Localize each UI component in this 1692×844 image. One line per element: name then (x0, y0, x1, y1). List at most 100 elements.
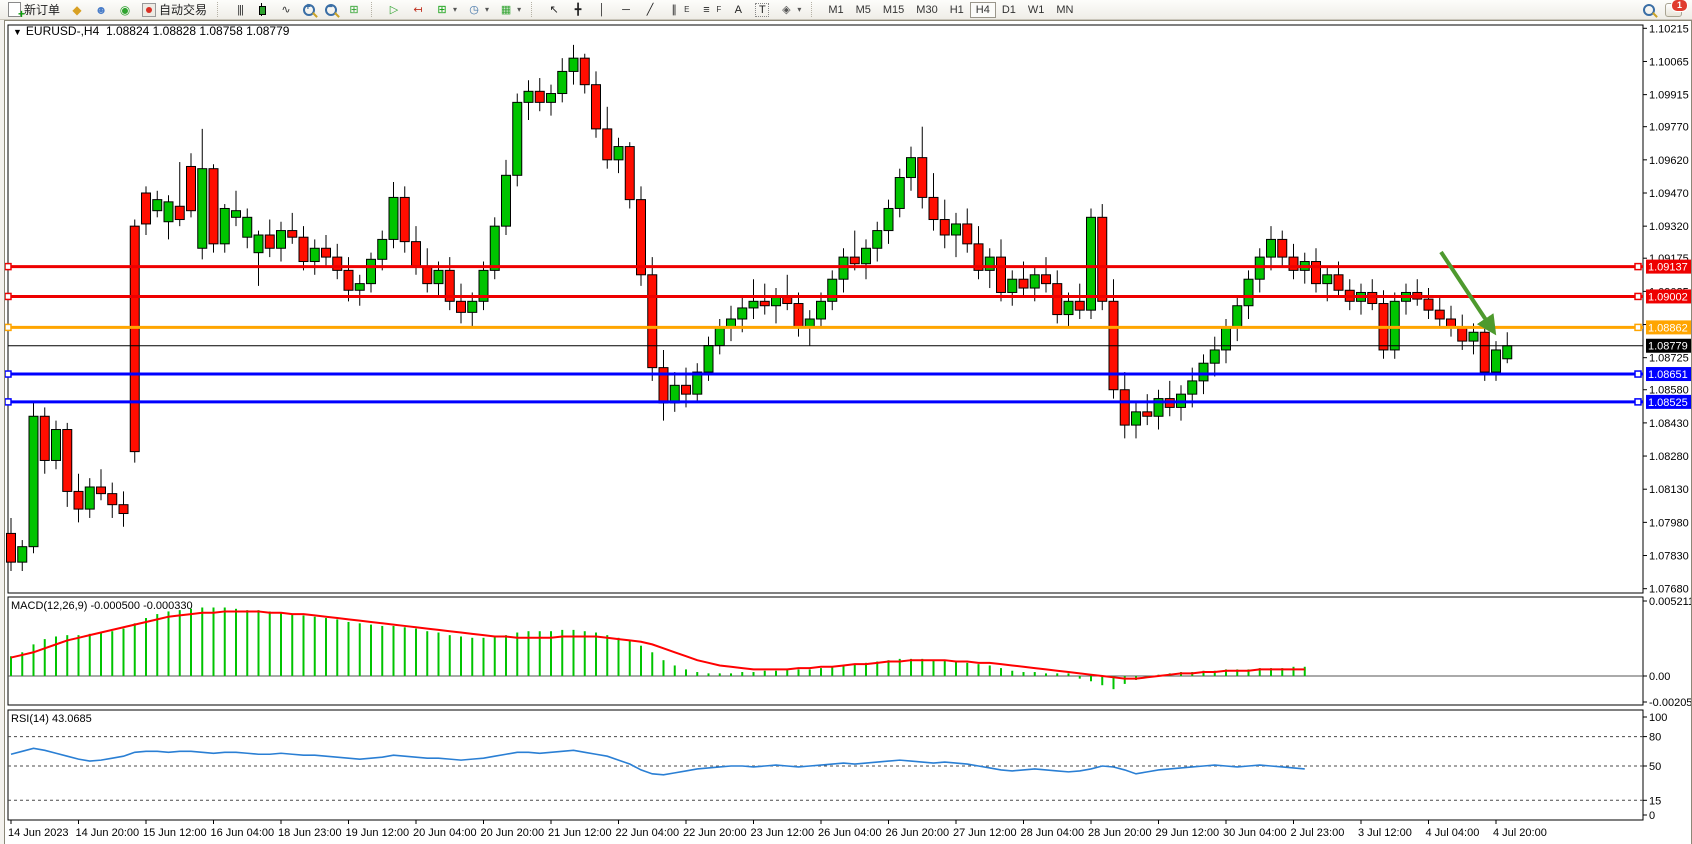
profile-button[interactable]: ☻ (89, 1, 113, 19)
signals-icon: ◉ (119, 2, 131, 17)
time-axis-label: 28 Jun 20:00 (1088, 827, 1152, 839)
new-chart-icon: ⊞ (437, 3, 447, 16)
time-axis-label: 21 Jun 12:00 (548, 827, 612, 839)
chart-pane[interactable] (7, 596, 1644, 706)
timeframe-m1-button[interactable]: M1 (828, 3, 844, 16)
price-label-box (1646, 338, 1691, 353)
price-tick-label: 1.09620 (1649, 155, 1689, 167)
time-axis-label: 18 Jun 23:00 (278, 827, 342, 839)
candlestick-chart-icon (257, 3, 269, 16)
price-label-text: 1.08525 (1648, 397, 1688, 409)
timeframe-h1-button[interactable]: H1 (949, 3, 964, 16)
macd-axis-label: 0.005211 (1649, 596, 1691, 608)
price-tick-label: 1.08280 (1649, 451, 1689, 463)
horizontal-line-button[interactable]: ─ (614, 1, 638, 19)
timeframe-d1-button[interactable]: D1 (1001, 3, 1016, 16)
notifications-icon[interactable]: 1 (1665, 0, 1688, 17)
channel-button[interactable]: ∥ E (662, 1, 694, 19)
text-tool-button[interactable]: A (726, 1, 750, 19)
timeframe-m15-button[interactable]: M15 (882, 3, 905, 16)
line-anchor-handle[interactable] (5, 370, 12, 378)
macd-signal-line (10, 610, 1305, 680)
line-anchor-handle[interactable] (1634, 292, 1642, 301)
time-axis-label: 22 Jun 20:00 (683, 827, 747, 839)
line-anchor-handle[interactable] (1634, 370, 1642, 378)
new-order-label: 新订单 (24, 3, 61, 17)
trendline-button[interactable]: ╱ (638, 1, 662, 19)
timeframe-mn-button[interactable]: MN (1056, 3, 1074, 16)
channel-icon: ∥ (671, 3, 677, 16)
timeframe-h4-button[interactable]: H4 (969, 1, 996, 18)
zoom-out-button[interactable]: − (320, 2, 342, 18)
arrows-tool-dropdown[interactable]: ◈ ▾ (774, 1, 806, 19)
time-axis-label: 28 Jun 04:00 (1021, 827, 1085, 839)
line-anchor-handle[interactable] (5, 398, 12, 406)
price-tick-label: 1.08130 (1649, 484, 1689, 496)
cursor-tool-button[interactable]: ↖ (542, 1, 566, 19)
label-tool-button[interactable]: T (750, 1, 774, 19)
price-tick-label: 1.08580 (1649, 385, 1689, 397)
chart-candles-button[interactable] (252, 1, 274, 18)
time-axis-label: 27 Jun 12:00 (953, 827, 1017, 839)
chart-bars-button[interactable]: ||| (228, 1, 252, 19)
time-axis-label: 14 Jun 20:00 (76, 827, 140, 839)
chart-shift-icon: ▷ (389, 3, 399, 16)
new-order-button[interactable]: 新订单 (3, 0, 65, 21)
price-chart[interactable]: 1.10215 1.10065 1.09915 1.09770 1.09620 1.094… (5, 21, 1691, 844)
line-anchor-handle[interactable] (1634, 262, 1642, 271)
time-axis-label: 26 Jun 04:00 (818, 827, 882, 839)
rsi-axis-label: 80 (1649, 732, 1661, 744)
chart-title: ▼ EURUSD-,H4 1.08824 1.08828 1.08758 1.08… (13, 24, 289, 38)
chart-shift-button[interactable]: ▷ (382, 1, 406, 19)
autotrade-icon (142, 2, 157, 17)
search-icon[interactable] (1643, 3, 1655, 16)
rsi-axis-label: 15 (1649, 795, 1661, 807)
price-tick-label: 1.09770 (1649, 122, 1689, 134)
line-anchor-handle[interactable] (1634, 323, 1642, 332)
timeframe-m30-button[interactable]: M30 (916, 3, 938, 16)
crosshair-tool-button[interactable]: ╋ (566, 1, 590, 19)
time-axis-label: 14 Jun 2023 (8, 827, 69, 839)
signals-button[interactable]: ◉ (113, 1, 137, 19)
zoom-in-button[interactable]: + (298, 2, 320, 18)
dropdown-caret-icon: ▾ (517, 5, 522, 14)
new-chart-dropdown[interactable]: ⊞ ▾ (430, 1, 462, 19)
period-dropdown[interactable]: ◷ ▾ (462, 1, 494, 19)
macd-indicator-label: MACD(12,26,9) -0.000500 -0.000330 (11, 600, 193, 612)
template-dropdown[interactable]: ▦ ▾ (494, 1, 526, 19)
trend-arrow-annotation[interactable] (1439, 250, 1497, 336)
candlesticks[interactable] (6, 44, 1513, 571)
time-axis-label: 23 Jun 12:00 (751, 827, 815, 839)
dropdown-caret-icon: ▾ (797, 5, 802, 14)
vertical-line-button[interactable]: │ (590, 1, 614, 19)
timeframe-w1-button[interactable]: W1 (1027, 3, 1045, 16)
collapse-indicator-icon[interactable]: ▼ (13, 27, 22, 37)
price-tick-label: 1.09915 (1649, 90, 1689, 102)
timeframe-m5-button[interactable]: M5 (855, 3, 871, 16)
macd-histogram (10, 607, 1306, 690)
time-axis-label: 20 Jun 04:00 (413, 827, 477, 839)
price-label-box (1646, 367, 1691, 382)
line-anchor-handle[interactable] (5, 323, 12, 332)
fibonacci-button[interactable]: ≡ F (694, 1, 726, 19)
tile-windows-button[interactable]: ⊞ (342, 1, 366, 19)
autotrade-button[interactable]: 自动交易 (137, 0, 212, 20)
crosshair-icon: ╋ (574, 3, 582, 16)
price-tick-label: 1.09470 (1649, 188, 1689, 200)
price-tick-label: 1.10065 (1649, 56, 1689, 68)
dropdown-caret-icon: ▾ (453, 5, 458, 14)
arrows-tool-icon: ◈ (782, 3, 791, 16)
rsi-line (10, 747, 1305, 776)
autoscroll-button[interactable]: ↤ (406, 1, 430, 19)
price-label-text: 1.08862 (1648, 322, 1688, 334)
line-anchor-handle[interactable] (5, 262, 12, 271)
time-axis-label: 19 Jun 12:00 (346, 827, 410, 839)
marketplace-button[interactable]: ◆ (65, 1, 89, 19)
line-anchor-handle[interactable] (1634, 398, 1642, 406)
price-label-box (1646, 320, 1691, 335)
time-axis-label: 30 Jun 04:00 (1223, 827, 1287, 839)
line-anchor-handle[interactable] (5, 292, 12, 301)
time-axis-label: 4 Jul 04:00 (1426, 827, 1480, 839)
chart-line-button[interactable]: ∿ (274, 1, 298, 19)
